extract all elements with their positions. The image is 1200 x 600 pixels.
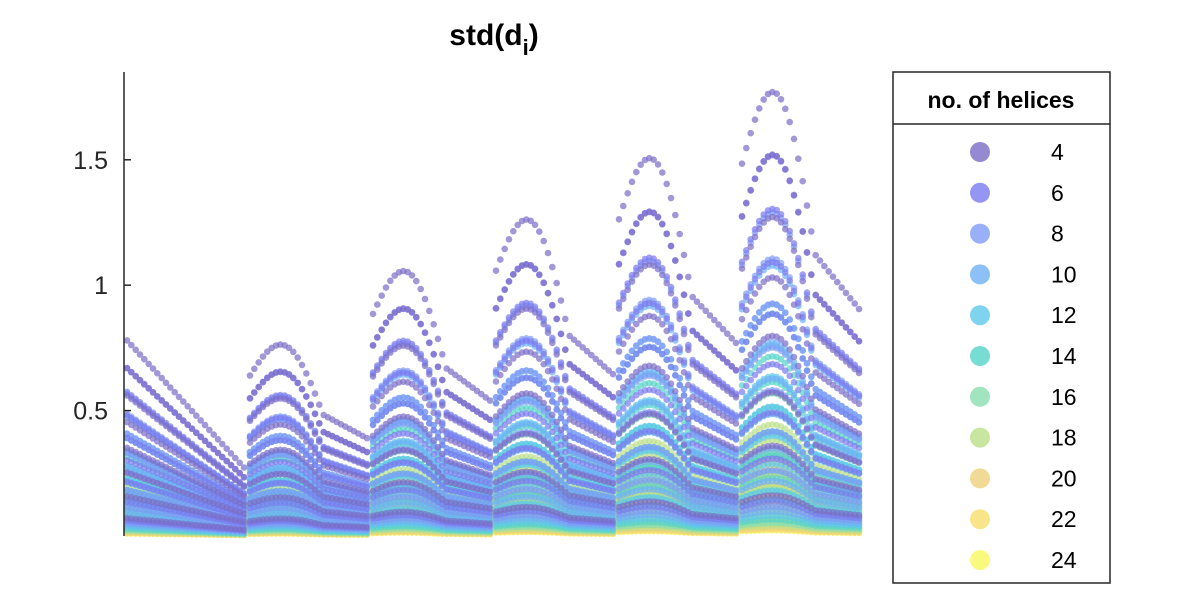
scatter-point [363, 501, 371, 508]
scatter-point [240, 474, 248, 481]
scatter-point [240, 518, 248, 526]
scatter-points [123, 88, 863, 539]
scatter-point [303, 370, 310, 377]
scatter-point [311, 449, 319, 457]
scatter-point [307, 379, 315, 387]
scatter-point [251, 365, 258, 373]
scatter-point [316, 438, 323, 446]
chart-title: std(di) [449, 19, 538, 60]
scatter-point [363, 512, 371, 520]
scatter-point [246, 395, 254, 402]
scatter-point [307, 443, 315, 451]
scatter-point [303, 393, 310, 400]
chart-title-close: ) [529, 19, 539, 52]
scatter-point [316, 401, 323, 409]
scatter-point [307, 422, 315, 430]
scatter-point [298, 433, 306, 440]
scatter-point [251, 389, 258, 396]
scatter-point [290, 348, 297, 356]
scatter-point [240, 526, 248, 533]
scatter-point [240, 464, 248, 471]
scatter-point [255, 359, 262, 366]
scatter-point [303, 415, 310, 423]
scatter-point [363, 475, 371, 483]
chart-title-subscript: i [523, 35, 529, 60]
scatter-point [240, 510, 248, 518]
scatter-point [246, 372, 254, 379]
scatter-point [240, 492, 248, 500]
scatter-point [316, 456, 323, 463]
chart-title-main: std(d [449, 19, 522, 52]
scatter-point [290, 374, 297, 382]
scatter-point [298, 385, 306, 393]
scatter-point [294, 379, 302, 387]
scatter-point [298, 361, 306, 369]
scatter-point [294, 354, 302, 361]
scatter-point [298, 409, 306, 417]
scatter-point [363, 488, 371, 496]
scatter-point [311, 468, 319, 476]
scatter-point [363, 523, 371, 531]
scatter-point [294, 404, 302, 412]
scatter-point [240, 501, 248, 509]
scatter-point [363, 462, 371, 470]
scatter-point [311, 430, 319, 438]
scatter-point [311, 390, 319, 397]
scatter-point [307, 401, 315, 409]
scatter-point [363, 448, 371, 456]
scatter-point [311, 410, 319, 418]
scatter-point [240, 483, 248, 491]
scatter-point [363, 434, 371, 442]
scatter-point [303, 438, 310, 445]
scatter-point [316, 420, 323, 427]
scatter-point [363, 494, 371, 502]
